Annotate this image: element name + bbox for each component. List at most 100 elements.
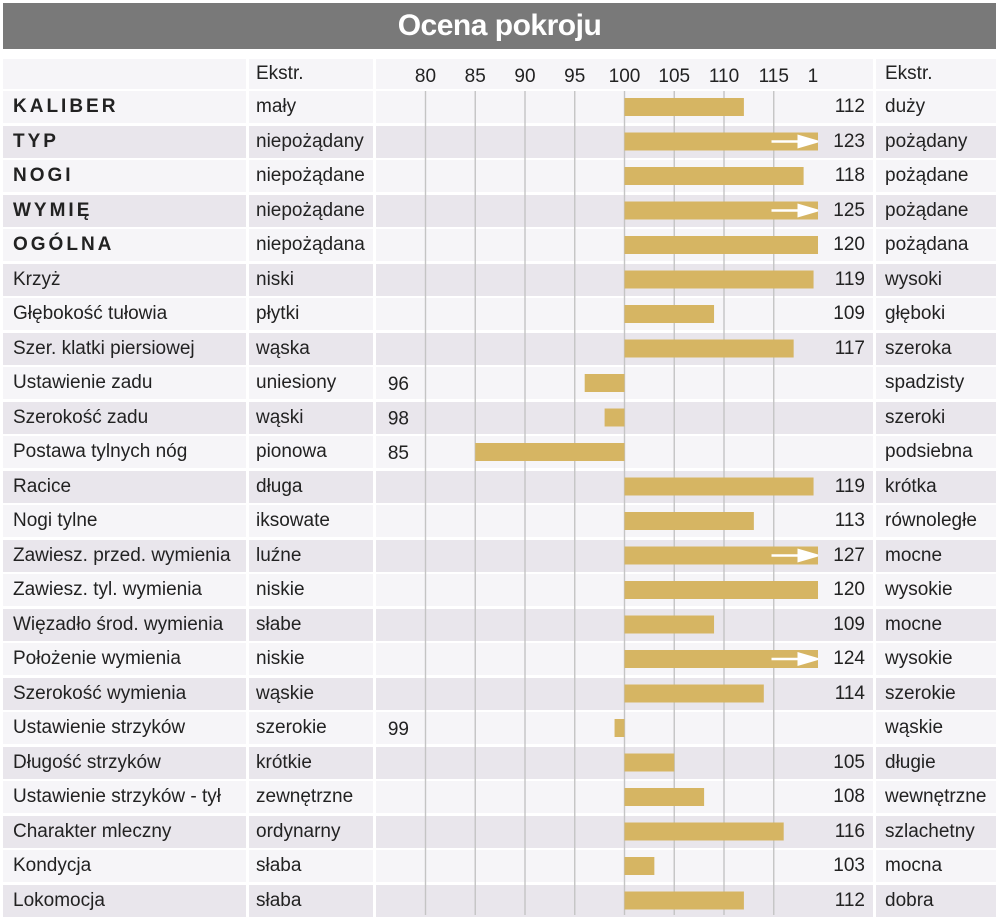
tick-label: 105 — [658, 66, 690, 87]
low-extreme-label: niskie — [249, 643, 373, 675]
bar-cell — [376, 712, 821, 744]
high-extreme-label: mocne — [876, 539, 996, 572]
low-extreme-label: słaba — [249, 884, 373, 917]
trait-name: OGÓLNA — [3, 229, 246, 261]
low-extreme-label: szerokie — [249, 712, 373, 744]
bar — [624, 236, 818, 254]
bar — [624, 546, 818, 565]
value-label-right — [821, 401, 873, 434]
low-extreme-label: mały — [249, 91, 373, 123]
bar — [624, 167, 804, 185]
value-label-left: 98 — [388, 409, 409, 430]
bar — [584, 374, 625, 392]
overflow-arrow-head — [797, 548, 818, 563]
trait-name: Długość strzyków — [3, 746, 246, 779]
trait-name: Więzadło środ. wymienia — [3, 608, 246, 641]
trait-name: Ustawienie strzyków — [3, 712, 246, 744]
overflow-arrow-head — [797, 203, 818, 218]
bar — [624, 270, 814, 289]
bar-cell — [376, 884, 821, 917]
value-label-right: 105 — [821, 746, 873, 779]
trait-name: Zawiesz. tyl. wymienia — [3, 574, 246, 606]
bar — [604, 408, 625, 427]
value-label-right: 119 — [821, 470, 873, 503]
bar — [624, 132, 818, 151]
bar — [624, 650, 818, 668]
tick-label: 90 — [514, 66, 535, 87]
low-extreme-label: niepożądana — [249, 229, 373, 261]
trait-name: Nogi tylne — [3, 505, 246, 537]
high-extreme-label: pożądana — [876, 229, 996, 261]
high-extreme-label: szerokie — [876, 677, 996, 710]
value-label-right: 127 — [821, 539, 873, 572]
bar — [624, 201, 818, 220]
bar-cell — [376, 91, 821, 123]
tick-label: 115 — [759, 66, 789, 87]
high-extreme-label: spadzisty — [876, 367, 996, 399]
table-row: Postawa tylnych nóg pionowa podsiebna — [3, 436, 996, 468]
high-extreme-label: podsiebna — [876, 436, 996, 468]
high-extreme-label: dobra — [876, 884, 996, 917]
low-extreme-label: pionowa — [249, 436, 373, 468]
low-extreme-label: zewnętrzne — [249, 781, 373, 813]
high-extreme-label: szeroki — [876, 401, 996, 434]
high-extreme-label: wewnętrzne — [876, 781, 996, 813]
bar — [624, 891, 744, 910]
bar-cell — [376, 608, 821, 641]
trait-name: Charakter mleczny — [3, 815, 246, 848]
bar — [614, 719, 625, 737]
value-label-right: 109 — [821, 298, 873, 330]
value-label-right — [821, 712, 873, 744]
bar-chart-area: 80 85 90 95 100 105 110 115 120 96 98 85 99 — [388, 66, 818, 915]
value-label-right: 114 — [821, 677, 873, 710]
table-row: Krzyż niski 119 wysoki — [3, 263, 996, 296]
table-row: Nogi tylne iksowate 113 równoległe — [3, 505, 996, 537]
low-extreme-label: wąski — [249, 401, 373, 434]
value-label-left: 85 — [388, 443, 409, 464]
high-extreme-label: krótka — [876, 470, 996, 503]
low-extreme-label: krótkie — [249, 746, 373, 779]
bar — [624, 98, 744, 116]
tick-label: 85 — [465, 66, 486, 87]
tick-label: 100 — [609, 66, 641, 87]
bar-cell — [376, 781, 821, 813]
table-row: Długość strzyków krótkie 105 długie — [3, 746, 996, 779]
high-extreme-label: wysoki — [876, 263, 996, 296]
bar-cell — [376, 298, 821, 330]
tick-label: 80 — [415, 66, 436, 87]
value-label-right: 108 — [821, 781, 873, 813]
high-extreme-label: wysokie — [876, 643, 996, 675]
value-label-right: 119 — [821, 263, 873, 296]
trait-name: Postawa tylnych nóg — [3, 436, 246, 468]
value-label-left: 99 — [388, 719, 409, 740]
low-extreme-label: uniesiony — [249, 367, 373, 399]
overflow-arrow-head — [797, 652, 818, 666]
bar — [624, 512, 754, 530]
low-extreme-label: słabe — [249, 608, 373, 641]
low-extreme-label: niepożądany — [249, 125, 373, 158]
table-row: TYP niepożądany 123 pożądany — [3, 125, 996, 158]
table-row: Ustawienie strzyków szerokie wąskie — [3, 712, 996, 744]
trait-name: Ustawienie strzyków - tył — [3, 781, 246, 813]
high-extreme-label: szlachetny — [876, 815, 996, 848]
trait-name: Lokomocja — [3, 884, 246, 917]
value-label-right: 112 — [821, 91, 873, 123]
table-row: Więzadło środ. wymienia słabe 109 mocne — [3, 608, 996, 641]
high-extreme-label: mocna — [876, 850, 996, 882]
header-trait-cell — [3, 59, 246, 89]
value-label-right: 118 — [821, 160, 873, 192]
low-extreme-label: niskie — [249, 574, 373, 606]
trait-name: Szer. klatki piersiowej — [3, 332, 246, 365]
bar — [624, 581, 818, 599]
trait-name: WYMIĘ — [3, 194, 246, 227]
high-extreme-label: pożądane — [876, 160, 996, 192]
table-row: Ustawienie strzyków - tył zewnętrzne 108 we… — [3, 781, 996, 813]
table-row: Zawiesz. przed. wymienia luźne 127 mocne — [3, 539, 996, 572]
value-label-right: 116 — [821, 815, 873, 848]
table-row: Szerokość wymienia wąskie 114 szerokie — [3, 677, 996, 710]
value-label-right — [821, 436, 873, 468]
high-extreme-label: duży — [876, 91, 996, 123]
value-label-right: 120 — [821, 574, 873, 606]
trait-name: KALIBER — [3, 91, 246, 123]
table-row: NOGI niepożądane 118 pożądane — [3, 160, 996, 192]
